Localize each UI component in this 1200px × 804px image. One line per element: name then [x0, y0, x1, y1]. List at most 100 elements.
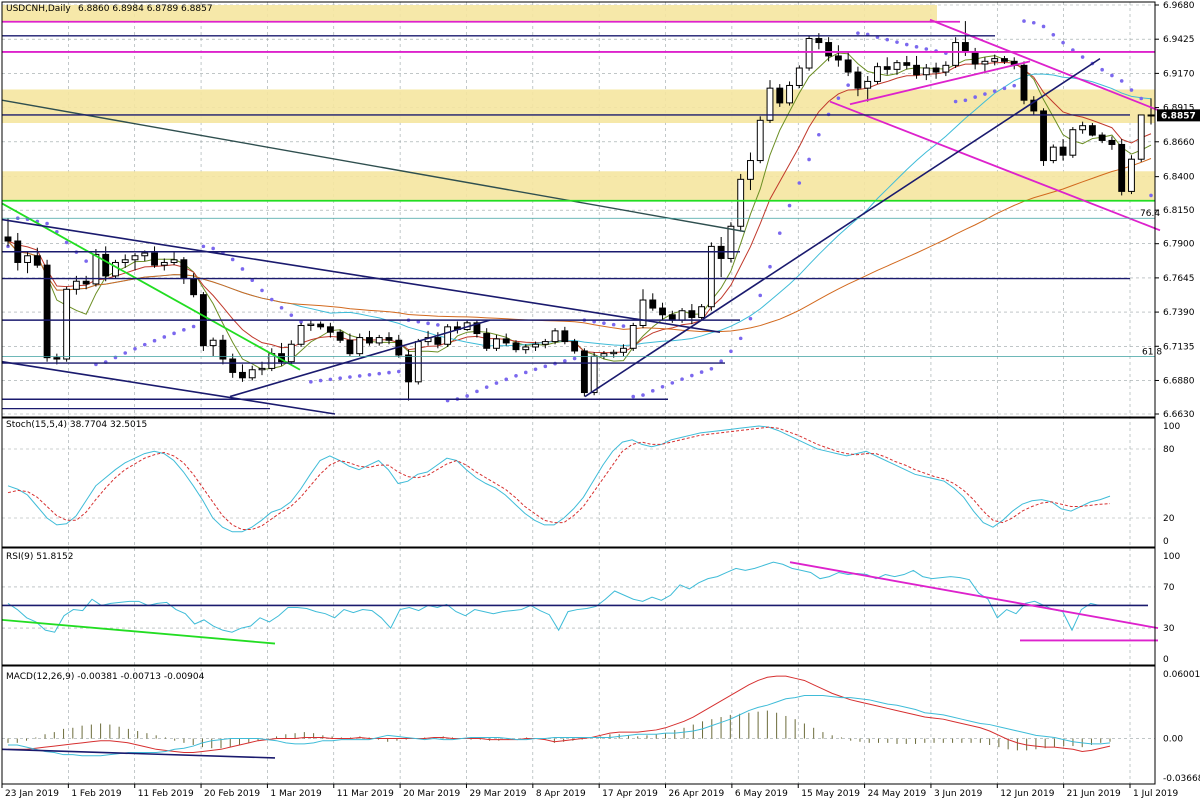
sar-dot	[377, 371, 382, 376]
price-tick-label: 6.8400	[1163, 173, 1195, 183]
candle-bull	[297, 324, 305, 345]
sar-dot	[660, 384, 665, 389]
candle-bear	[326, 326, 334, 333]
sar-dot	[768, 264, 772, 269]
sar-dot	[1149, 193, 1153, 198]
candle-bear	[336, 331, 344, 341]
candle-bear	[815, 38, 823, 44]
candle-bull	[639, 299, 647, 326]
indicator-tick-label: 80	[1163, 445, 1175, 455]
price-tick-label: 6.8660	[1163, 138, 1195, 148]
pane-frame	[1, 417, 1156, 548]
sar-dot	[328, 377, 333, 382]
candle-bull	[707, 245, 715, 308]
date-tick-label: 26 Apr 2019	[669, 789, 725, 799]
candle-bull	[287, 343, 295, 363]
sar-dot	[318, 378, 323, 383]
sar-dot	[836, 96, 841, 100]
candle-bull	[1069, 129, 1077, 156]
sar-dot	[777, 231, 782, 235]
candle-bull	[414, 341, 422, 383]
magenta-flag-line	[849, 60, 1031, 106]
candle-bear	[190, 278, 198, 296]
candle-bear	[883, 66, 891, 70]
stoch-main-line	[7, 425, 1111, 533]
candle-bear	[43, 264, 51, 359]
fibo-label-76-4: 76.4	[1140, 209, 1160, 219]
candle-bull	[795, 67, 803, 86]
candle-bull	[356, 337, 364, 355]
sar-dot	[436, 323, 440, 327]
sar-dot	[465, 394, 469, 398]
sar-dot	[738, 336, 743, 341]
price-tick-label: 6.9680	[1163, 1, 1195, 11]
candle-bear	[1059, 146, 1067, 156]
candle-bear	[239, 371, 246, 379]
sar-dot	[1051, 33, 1056, 37]
candle-bear	[1147, 114, 1155, 117]
price-tick-label: 6.6880	[1163, 376, 1195, 386]
price-tick-label: 6.8915	[1163, 104, 1195, 114]
date-tick-label: 15 May 2019	[801, 789, 860, 799]
candle-bull	[541, 341, 549, 345]
sar-dot	[699, 370, 704, 374]
candle-bull	[1079, 125, 1087, 131]
date-tick-label: 17 Apr 2019	[602, 789, 658, 799]
candle-bull	[747, 160, 754, 180]
indicator-tick-label: 30	[1163, 624, 1175, 634]
sar-dot	[367, 372, 372, 377]
ma-long-line	[7, 158, 1152, 333]
sar-dot	[953, 99, 958, 104]
sar-dot	[914, 45, 919, 49]
sar-dot	[543, 364, 548, 369]
indicator-panes	[1, 425, 1159, 759]
sar-dot	[299, 320, 303, 324]
indicator-tick-label: 100	[1163, 552, 1180, 562]
navy-channel-lower	[1, 360, 336, 415]
candle-bear	[561, 330, 569, 343]
indicator-overlay	[6, 19, 1153, 403]
candle-bull	[248, 369, 256, 379]
date-tick-label: 24 May 2019	[868, 789, 927, 799]
candle-bear	[1001, 58, 1008, 62]
sar-dot	[670, 381, 675, 385]
sar-dot	[211, 246, 215, 251]
candle-bull	[756, 119, 764, 162]
date-tick-label: 6 May 2019	[735, 789, 788, 799]
candle-bear	[346, 339, 354, 355]
sar-dot	[182, 328, 186, 332]
date-tick-label: 3 Jun 2019	[934, 789, 983, 799]
sar-dot	[992, 89, 997, 93]
date-tick-label: 21 Jun 2019	[1067, 789, 1121, 799]
sar-dot	[787, 203, 792, 208]
sar-dot	[1110, 73, 1114, 78]
sar-dot	[973, 95, 977, 99]
candle-bear	[366, 337, 373, 344]
sar-dot	[1061, 40, 1065, 45]
sar-dot	[357, 374, 362, 378]
sar-dot	[338, 376, 342, 380]
sar-dot	[514, 373, 518, 378]
candle-bear	[854, 71, 862, 89]
candle-bull	[258, 367, 266, 371]
candle-bear	[434, 337, 442, 345]
candle-bear	[825, 42, 833, 57]
candle-bull	[24, 255, 31, 263]
sar-dot	[1080, 55, 1085, 59]
sar-dot	[1129, 88, 1134, 92]
magenta-channel-lower	[829, 100, 1161, 232]
sar-dot	[348, 375, 352, 379]
chart-symbol: USDCNH,Daily	[6, 4, 71, 14]
candle-bear	[932, 67, 940, 73]
sar-dot	[1022, 19, 1026, 23]
indicator-tick-label: 0	[1163, 655, 1169, 665]
sar-dot	[572, 356, 577, 361]
candle-bull	[1137, 114, 1145, 160]
sar-dot	[279, 305, 284, 310]
sar-dot	[719, 359, 723, 364]
highlight-zone	[2, 5, 937, 22]
sar-dot	[758, 293, 763, 298]
support-resistance-zones	[2, 5, 1155, 201]
rsi-title: RSI(9) 51.8152	[6, 552, 73, 562]
sar-dot	[240, 267, 245, 271]
